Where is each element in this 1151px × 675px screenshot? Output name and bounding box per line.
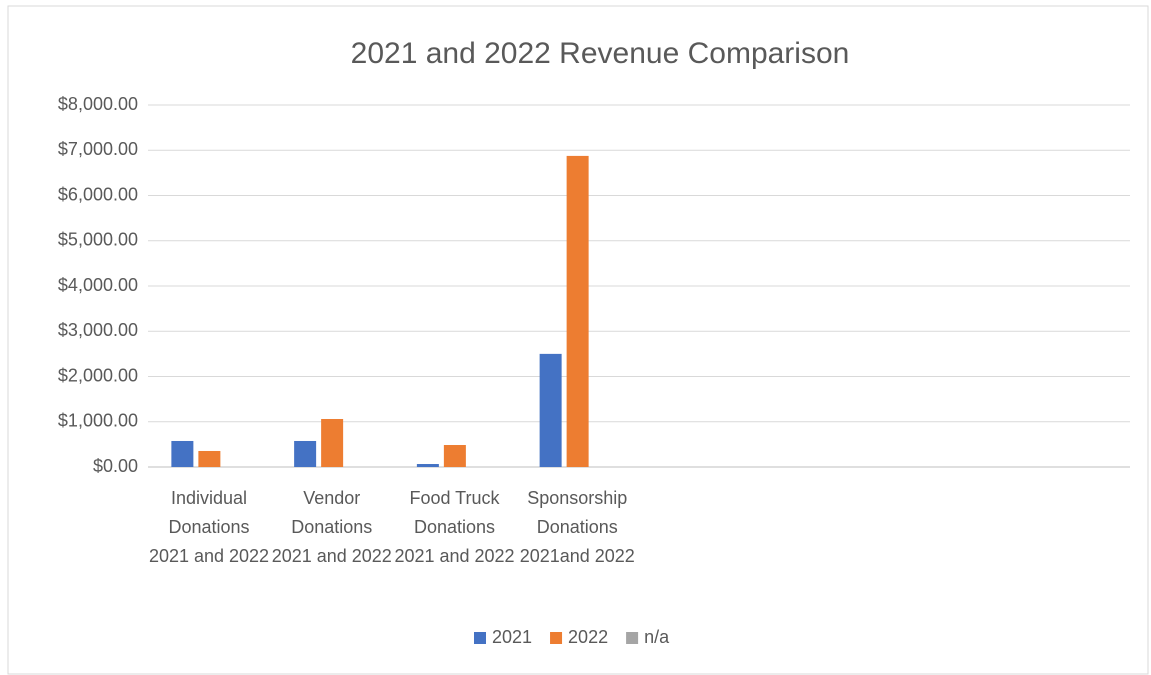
y-tick-label: $4,000.00: [58, 275, 138, 295]
legend-label: n/a: [644, 627, 670, 647]
y-tick-label: $2,000.00: [58, 365, 138, 385]
legend-swatch: [626, 632, 639, 644]
legend-swatch: [550, 632, 563, 644]
legend-label: 2022: [568, 627, 608, 647]
x-tick-label: Individual Donations 2021 and 2022: [148, 488, 270, 566]
bar: [198, 450, 221, 467]
x-tick-label: Vendor Donations 2021 and 2022: [271, 488, 392, 566]
bar: [566, 155, 589, 467]
bar: [321, 418, 344, 467]
bar: [539, 353, 562, 467]
legend-swatch: [474, 632, 486, 644]
y-tick-label: $3,000.00: [58, 320, 138, 340]
chart-title: 2021 and 2022 Revenue Comparison: [351, 37, 850, 70]
y-tick-label: $5,000.00: [58, 230, 138, 250]
y-tick-label: $8,000.00: [58, 94, 138, 114]
legend-label: 2021: [492, 627, 532, 647]
y-tick-label: $7,000.00: [58, 139, 138, 159]
x-tick-label: Food Truck Donations 2021 and 2022: [394, 488, 515, 566]
bar: [294, 440, 317, 467]
y-tick-label: $6,000.00: [58, 184, 138, 204]
y-tick-label: $0.00: [93, 456, 138, 476]
bar: [171, 440, 194, 467]
x-tick-label: Sponsorship Donations 2021and 2022: [519, 488, 635, 566]
y-tick-label: $1,000.00: [58, 411, 138, 431]
bar: [416, 464, 439, 467]
bar: [443, 445, 466, 467]
